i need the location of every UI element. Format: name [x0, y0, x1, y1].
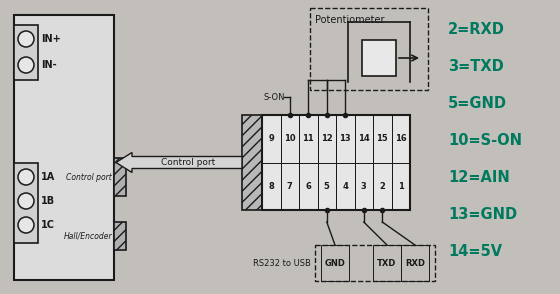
- Text: 1A: 1A: [41, 172, 55, 182]
- Text: TXD: TXD: [377, 258, 396, 268]
- Bar: [373, 245, 401, 281]
- Bar: [315, 245, 435, 281]
- Text: 7: 7: [287, 182, 293, 191]
- Text: 13=GND: 13=GND: [448, 207, 517, 222]
- Text: 1C: 1C: [41, 220, 55, 230]
- Bar: [401, 245, 429, 281]
- Bar: [310, 8, 428, 90]
- Text: 5: 5: [324, 182, 330, 191]
- Bar: [262, 115, 281, 163]
- Text: RXD: RXD: [405, 258, 425, 268]
- Text: 9: 9: [268, 134, 274, 143]
- Text: GND: GND: [325, 258, 346, 268]
- Text: Potentiometer: Potentiometer: [315, 15, 385, 25]
- Bar: [299, 115, 318, 163]
- Text: 6: 6: [305, 182, 311, 191]
- Bar: [391, 163, 410, 210]
- Bar: [354, 115, 373, 163]
- Text: RS232 to USB: RS232 to USB: [253, 258, 311, 268]
- Bar: [262, 163, 281, 210]
- Text: 2=RXD: 2=RXD: [448, 22, 505, 37]
- Text: Control port: Control port: [66, 173, 112, 181]
- Text: 10: 10: [284, 134, 296, 143]
- Text: 1B: 1B: [41, 196, 55, 206]
- Bar: [14, 25, 38, 80]
- Bar: [114, 158, 126, 196]
- Circle shape: [18, 169, 34, 185]
- Circle shape: [18, 57, 34, 73]
- Text: Hall/Encoder: Hall/Encoder: [63, 231, 112, 240]
- Text: 8: 8: [268, 182, 274, 191]
- Circle shape: [18, 193, 34, 209]
- Bar: [242, 115, 262, 210]
- Text: 2: 2: [379, 182, 385, 191]
- Text: 10=S-ON: 10=S-ON: [448, 133, 522, 148]
- Bar: [336, 115, 354, 163]
- Text: 14=5V: 14=5V: [448, 244, 502, 259]
- Circle shape: [18, 217, 34, 233]
- Bar: [262, 115, 410, 210]
- Text: 3=TXD: 3=TXD: [448, 59, 504, 74]
- Bar: [14, 15, 114, 280]
- Text: 13: 13: [339, 134, 351, 143]
- Bar: [373, 163, 391, 210]
- Bar: [14, 163, 38, 243]
- Bar: [299, 163, 318, 210]
- Text: 3: 3: [361, 182, 367, 191]
- Bar: [114, 222, 126, 250]
- Text: 12=AIN: 12=AIN: [448, 170, 510, 185]
- Bar: [281, 163, 299, 210]
- Bar: [318, 163, 336, 210]
- FancyArrow shape: [116, 153, 242, 173]
- Bar: [281, 115, 299, 163]
- Text: S-ON: S-ON: [264, 93, 285, 101]
- Bar: [321, 245, 349, 281]
- Text: 11: 11: [302, 134, 314, 143]
- Circle shape: [18, 31, 34, 47]
- Text: 1: 1: [398, 182, 404, 191]
- Text: 16: 16: [395, 134, 407, 143]
- Bar: [354, 163, 373, 210]
- Text: 14: 14: [358, 134, 370, 143]
- Text: IN-: IN-: [41, 60, 57, 70]
- Bar: [318, 115, 336, 163]
- Bar: [391, 115, 410, 163]
- Text: 12: 12: [321, 134, 333, 143]
- Text: Control port: Control port: [161, 158, 215, 167]
- Bar: [373, 115, 391, 163]
- Text: 15: 15: [376, 134, 388, 143]
- Text: IN+: IN+: [41, 34, 60, 44]
- Bar: [336, 163, 354, 210]
- Text: 5=GND: 5=GND: [448, 96, 507, 111]
- Bar: [362, 40, 396, 76]
- Text: 4: 4: [342, 182, 348, 191]
